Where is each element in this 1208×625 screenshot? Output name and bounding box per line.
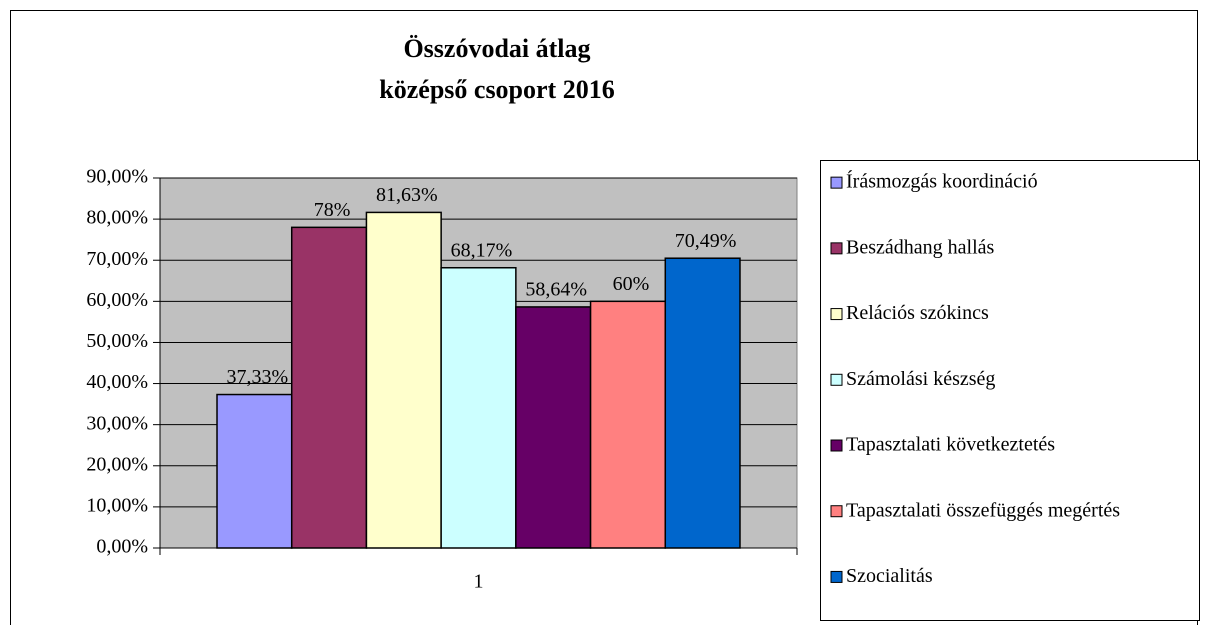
legend-label: Írásmozgás koordináció	[846, 170, 1038, 193]
y-tick-label: 40,00%	[86, 371, 148, 393]
legend-swatch	[830, 505, 843, 518]
y-tick-label: 70,00%	[86, 248, 148, 270]
legend-label: Szocialitás	[846, 565, 933, 587]
y-tick-label: 80,00%	[86, 207, 148, 229]
value-label: 70,49%	[675, 230, 737, 252]
legend-swatch	[830, 570, 843, 583]
chart-title: Összóvodai átlag	[403, 34, 590, 63]
legend	[820, 160, 1200, 621]
bar	[589, 300, 667, 549]
legend-label: Relációs szókincs	[846, 302, 989, 324]
value-label: 37,33%	[227, 366, 289, 388]
y-tick-label: 10,00%	[86, 494, 148, 516]
legend-swatch	[830, 176, 843, 189]
value-label: 81,63%	[376, 184, 438, 206]
bar	[290, 226, 368, 549]
legend-label: Tapasztalati következtetés	[846, 434, 1055, 456]
legend-swatch	[830, 242, 843, 255]
y-tick-label: 20,00%	[86, 453, 148, 475]
y-tick-label: 0,00%	[96, 536, 148, 558]
value-label: 78%	[314, 199, 351, 221]
y-tick-label: 90,00%	[86, 166, 148, 188]
legend-label: Tapasztalati összefüggés megértés	[846, 499, 1120, 521]
y-tick-label: 60,00%	[86, 289, 148, 311]
value-label: 60%	[613, 273, 650, 295]
x-tick-label: 1	[474, 571, 484, 593]
value-label: 58,64%	[525, 279, 587, 301]
chart-title: középső csoport 2016	[379, 75, 614, 104]
legend-swatch	[830, 373, 843, 386]
y-tick-label: 30,00%	[86, 412, 148, 434]
bar	[365, 211, 442, 549]
legend-swatch	[830, 308, 843, 321]
bar	[440, 266, 517, 549]
value-label: 68,17%	[451, 239, 513, 261]
legend-swatch	[830, 439, 843, 452]
legend-label: Beszádhang hallás	[846, 236, 994, 258]
bar	[515, 306, 592, 549]
bar	[664, 257, 741, 549]
y-tick-label: 50,00%	[86, 330, 148, 352]
legend-label: Számolási készség	[846, 368, 995, 390]
bar	[216, 393, 293, 549]
